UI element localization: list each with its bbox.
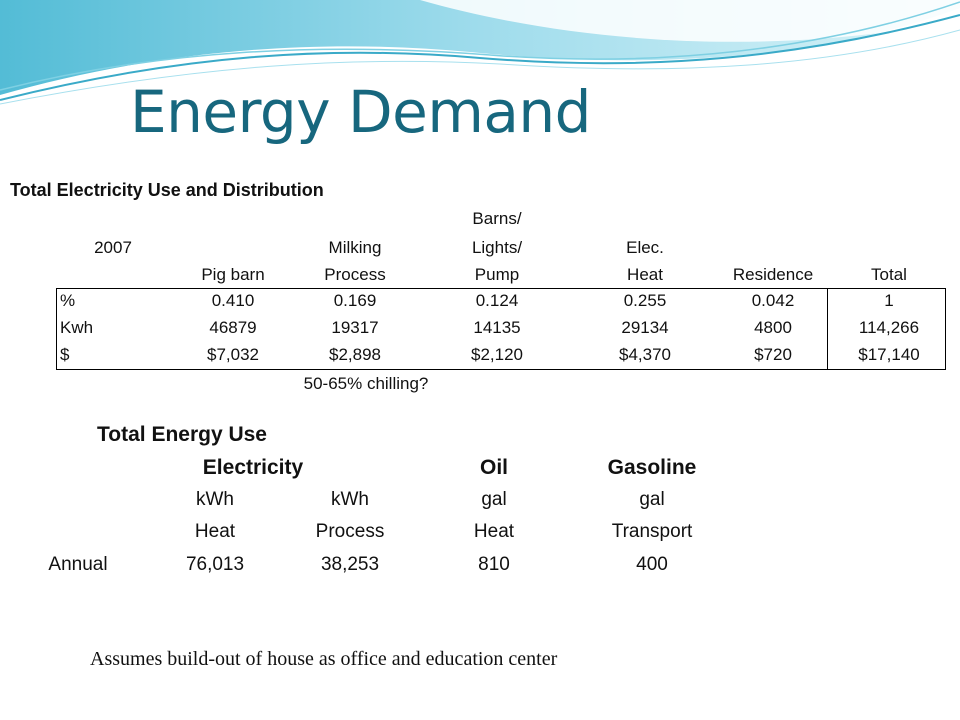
- table1-cell: 1: [884, 291, 894, 310]
- table1-cell: $17,140: [858, 345, 920, 364]
- table1-cell: $7,032: [207, 345, 259, 364]
- table1-cell: 0.255: [623, 291, 667, 310]
- table1-cell: 0.410: [211, 291, 255, 310]
- table1-header-elec: Elec.: [626, 238, 664, 257]
- table1-row-label: $: [60, 345, 70, 364]
- header-wave-decoration: [0, 0, 960, 105]
- table2-use: Transport: [611, 521, 693, 542]
- table1-footnote: 50-65% chilling?: [303, 374, 429, 393]
- table2-unit: kWh: [196, 489, 234, 510]
- table1-total-divider: [827, 288, 828, 370]
- table1-header-barns: Barns/: [472, 209, 522, 228]
- table2-use: Heat: [473, 521, 515, 542]
- table1-cell: $720: [754, 345, 792, 364]
- table1-header-total: Total: [871, 265, 907, 284]
- table1-header-heat: Heat: [627, 265, 663, 284]
- table2-title: Total Energy Use: [97, 423, 267, 446]
- table2-group-gasoline: Gasoline: [607, 456, 697, 479]
- table1-cell: $2,120: [471, 345, 523, 364]
- table2-group-oil: Oil: [479, 456, 509, 479]
- table1-header-residence: Residence: [732, 265, 814, 284]
- table1-cell: 114,266: [858, 318, 920, 337]
- table1-cell: 14135: [473, 318, 521, 337]
- table1-header-process: Process: [324, 265, 386, 284]
- table1-data-box: [56, 288, 946, 370]
- table2-value: 400: [636, 554, 668, 575]
- table1-header-milking: Milking: [328, 238, 382, 257]
- table1-row-label: %: [60, 291, 76, 310]
- table1-cell: 46879: [209, 318, 257, 337]
- assumption-note: Assumes build-out of house as office and…: [90, 648, 558, 670]
- table2-use: Heat: [194, 521, 236, 542]
- table1-cell: 0.042: [751, 291, 795, 310]
- table1-title: Total Electricity Use and Distribution: [10, 180, 324, 200]
- table2-unit: gal: [481, 489, 507, 510]
- table2-row-label: Annual: [48, 554, 108, 575]
- table2-unit: kWh: [331, 489, 369, 510]
- table1-cell: $4,370: [619, 345, 671, 364]
- table1-cell: 19317: [331, 318, 379, 337]
- table1-year: 2007: [94, 238, 132, 257]
- table2-value: 810: [478, 554, 510, 575]
- table1-row-label: Kwh: [60, 318, 94, 337]
- table1-cell: 0.169: [333, 291, 377, 310]
- table2-unit: gal: [639, 489, 665, 510]
- table1-cell: 29134: [621, 318, 669, 337]
- table2-group-electricity: Electricity: [202, 456, 304, 479]
- table1-header-pigbarn: Pig barn: [201, 265, 265, 284]
- table1-header-lights: Lights/: [471, 238, 523, 257]
- table2-use: Process: [315, 521, 385, 542]
- page-title: Energy Demand: [130, 78, 591, 146]
- table1-cell: 4800: [754, 318, 792, 337]
- table1-header-pump: Pump: [474, 265, 520, 284]
- table2-value: 38,253: [320, 554, 380, 575]
- table1-cell: 0.124: [475, 291, 519, 310]
- table1-cell: $2,898: [329, 345, 381, 364]
- table2-value: 76,013: [185, 554, 245, 575]
